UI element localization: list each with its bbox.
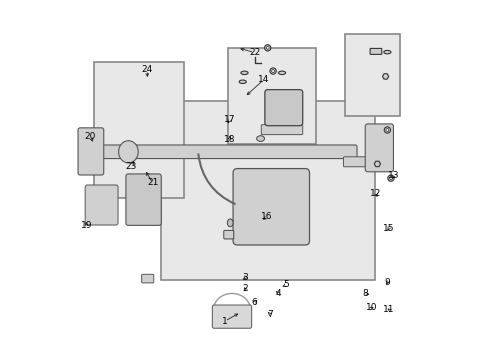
Text: 1: 1 bbox=[222, 316, 227, 325]
FancyBboxPatch shape bbox=[369, 48, 381, 54]
Circle shape bbox=[264, 45, 270, 51]
Text: 8: 8 bbox=[362, 289, 367, 298]
Text: 24: 24 bbox=[142, 66, 153, 75]
FancyBboxPatch shape bbox=[224, 230, 233, 239]
FancyBboxPatch shape bbox=[85, 185, 118, 225]
Text: 11: 11 bbox=[382, 305, 393, 314]
FancyBboxPatch shape bbox=[125, 174, 161, 225]
FancyBboxPatch shape bbox=[343, 157, 370, 167]
Circle shape bbox=[384, 127, 390, 133]
Text: 20: 20 bbox=[84, 132, 96, 141]
Text: 22: 22 bbox=[248, 48, 260, 57]
Text: 7: 7 bbox=[267, 310, 273, 319]
Ellipse shape bbox=[383, 50, 390, 54]
Polygon shape bbox=[373, 161, 380, 167]
Ellipse shape bbox=[239, 80, 246, 84]
Text: 19: 19 bbox=[81, 221, 92, 230]
Text: 18: 18 bbox=[224, 135, 235, 144]
Text: 17: 17 bbox=[224, 116, 235, 125]
Text: 5: 5 bbox=[283, 280, 289, 289]
Text: 2: 2 bbox=[242, 284, 247, 293]
Ellipse shape bbox=[118, 141, 138, 163]
Text: 3: 3 bbox=[242, 273, 247, 282]
Text: 16: 16 bbox=[261, 212, 272, 221]
Ellipse shape bbox=[256, 136, 264, 141]
Ellipse shape bbox=[278, 71, 285, 75]
Text: 4: 4 bbox=[275, 289, 281, 298]
Circle shape bbox=[271, 69, 274, 72]
FancyBboxPatch shape bbox=[365, 124, 393, 172]
Circle shape bbox=[266, 46, 268, 49]
Text: 14: 14 bbox=[257, 76, 268, 85]
Text: 21: 21 bbox=[147, 178, 158, 187]
FancyBboxPatch shape bbox=[160, 102, 374, 280]
Text: 13: 13 bbox=[387, 171, 399, 180]
Ellipse shape bbox=[227, 219, 233, 227]
Text: 10: 10 bbox=[366, 303, 377, 312]
Circle shape bbox=[269, 68, 276, 74]
Circle shape bbox=[389, 177, 391, 180]
Text: 9: 9 bbox=[384, 278, 389, 287]
FancyBboxPatch shape bbox=[228, 48, 315, 144]
FancyBboxPatch shape bbox=[78, 128, 103, 175]
Text: 15: 15 bbox=[382, 224, 393, 233]
Circle shape bbox=[387, 175, 393, 181]
FancyBboxPatch shape bbox=[212, 305, 251, 328]
FancyBboxPatch shape bbox=[261, 125, 302, 135]
Text: 23: 23 bbox=[125, 162, 137, 171]
FancyBboxPatch shape bbox=[233, 168, 309, 245]
Ellipse shape bbox=[241, 71, 247, 75]
Text: 6: 6 bbox=[251, 298, 257, 307]
Circle shape bbox=[385, 129, 388, 131]
FancyBboxPatch shape bbox=[96, 145, 356, 158]
FancyBboxPatch shape bbox=[94, 62, 183, 198]
FancyBboxPatch shape bbox=[344, 33, 399, 116]
FancyBboxPatch shape bbox=[264, 90, 302, 126]
FancyBboxPatch shape bbox=[142, 274, 153, 283]
Text: 12: 12 bbox=[369, 189, 381, 198]
Polygon shape bbox=[382, 74, 388, 79]
